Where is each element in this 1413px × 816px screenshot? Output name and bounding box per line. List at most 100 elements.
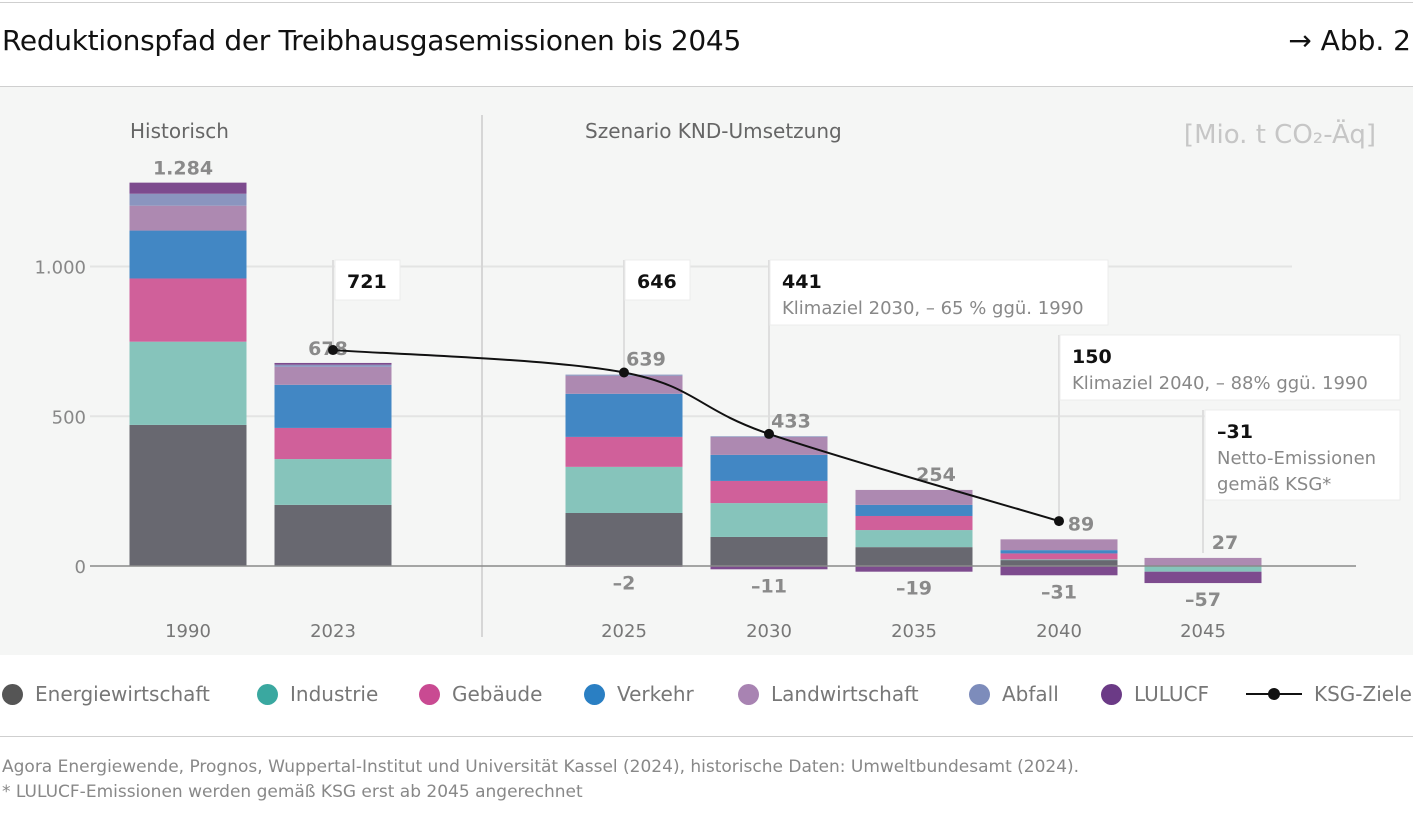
bar-segment-landwirtschaft xyxy=(1000,539,1118,551)
x-tick-label: 2040 xyxy=(1036,621,1082,642)
ksg-line xyxy=(332,349,1060,523)
annotation-text: Netto-Emissionen xyxy=(1217,448,1376,469)
line-marker-icon xyxy=(1246,688,1302,700)
bar-segment-industrie xyxy=(274,459,392,505)
bar-segment-lulucf xyxy=(129,182,247,194)
bar-segment-landwirtschaft xyxy=(1144,557,1262,566)
bar-segment-gebäude xyxy=(855,515,973,531)
bar-negative-label: –11 xyxy=(751,575,787,597)
bar-segment-industrie xyxy=(710,503,828,537)
unit-label: [Mio. t CO₂-Äq] xyxy=(1184,118,1376,150)
x-tick-label: 1990 xyxy=(165,621,211,642)
ksg-point xyxy=(328,345,338,356)
y-tick-label: 1.000 xyxy=(34,258,86,279)
y-tick-label: 0 xyxy=(75,557,86,578)
bar-segment-abfall xyxy=(129,193,247,206)
bar-segment-energiewirtschaft xyxy=(129,424,247,566)
bar-total-label: 433 xyxy=(771,410,811,432)
legend-item-lulucf: LULUCF xyxy=(1101,682,1209,706)
annotation-value: 721 xyxy=(347,271,387,293)
bar-segment-energiewirtschaft xyxy=(710,536,828,566)
ksg-point xyxy=(1054,516,1064,527)
chart-title: Reduktionspfad der Treibhausgasemissione… xyxy=(2,24,741,57)
legend-swatch xyxy=(2,683,23,705)
bar-segment-industrie xyxy=(855,530,973,548)
bar-segment-verkehr xyxy=(1000,550,1118,554)
bar-segment-verkehr xyxy=(855,504,973,516)
bar-segment-lulucf xyxy=(274,362,392,365)
bar-segment-landwirtschaft xyxy=(565,375,683,394)
legend-label: KSG-Ziele xyxy=(1314,682,1412,706)
annotation-box xyxy=(1204,409,1401,501)
bar-segment-gebäude xyxy=(129,278,247,342)
legend-label: Industrie xyxy=(290,682,379,706)
ksg-point xyxy=(764,428,774,439)
legend-swatch xyxy=(738,683,759,705)
bar-negative-label: –57 xyxy=(1185,589,1221,611)
legend-label: Energiewirtschaft xyxy=(35,682,210,706)
footer: Agora Energiewende, Prognos, Wuppertal-I… xyxy=(2,755,1079,805)
legend-item-landwirtschaft: Landwirtschaft xyxy=(738,682,919,706)
legend-swatch xyxy=(584,683,605,705)
bar-segment-industrie xyxy=(1000,559,1118,561)
legend-swatch xyxy=(257,683,278,705)
footer-rule xyxy=(0,736,1413,737)
bar-segment-landwirtschaft xyxy=(710,436,828,455)
x-tick-label: 2030 xyxy=(746,621,792,642)
source-text: Agora Energiewende, Prognos, Wuppertal-I… xyxy=(2,757,1080,777)
bar-negative-label: –19 xyxy=(896,578,932,600)
bar-segment-gebäude xyxy=(274,427,392,460)
legend-item-abfall: Abfall xyxy=(969,682,1059,706)
bar-segment-energiewirtschaft xyxy=(274,504,392,566)
x-tick-label: 2025 xyxy=(601,621,647,642)
bar-segment-lulucf xyxy=(1000,566,1118,576)
ksg-point xyxy=(619,367,629,378)
bar-segment-verkehr xyxy=(710,454,828,481)
legend-swatch xyxy=(419,683,440,705)
bar-segment-landwirtschaft xyxy=(274,366,392,385)
annotation-box xyxy=(334,259,401,301)
annotation-text: Klimaziel 2030, – 65 % ggü. 1990 xyxy=(782,298,1084,319)
bar-segment-verkehr xyxy=(129,230,247,279)
legend-label: LULUCF xyxy=(1134,682,1210,706)
legend-item-energiewirtschaft: Energiewirtschaft xyxy=(2,682,210,706)
legend-label: Verkehr xyxy=(617,682,694,706)
annotation-value: 150 xyxy=(1072,346,1112,368)
legend-label: Gebäude xyxy=(452,682,543,706)
x-tick-label: 2045 xyxy=(1180,621,1226,642)
bar-segment-verkehr xyxy=(274,384,392,428)
annotation-box xyxy=(769,259,1109,326)
bar-total-label: 1.284 xyxy=(153,158,213,180)
bar-total-label: 678 xyxy=(308,338,348,360)
bar-segment-lulucf xyxy=(710,566,828,570)
annotation-text: gemäß KSG* xyxy=(1217,474,1331,495)
annotation-value: –31 xyxy=(1217,421,1253,443)
legend-item-industrie: Industrie xyxy=(257,682,378,706)
bar-segment-energiewirtschaft xyxy=(565,512,683,566)
y-tick-label: 500 xyxy=(52,407,86,428)
bar-segment-landwirtschaft xyxy=(855,489,973,505)
bar-segment-lulucf xyxy=(1144,571,1262,584)
annotation-value: 441 xyxy=(782,271,822,293)
annotation-box xyxy=(624,259,691,301)
bar-segment-industrie xyxy=(129,341,247,425)
section-label-historisch: Historisch xyxy=(130,119,229,143)
bar-total-label: 89 xyxy=(1068,513,1094,535)
top-rule xyxy=(0,2,1413,3)
section-label-szenario: Szenario KND-Umsetzung xyxy=(585,119,842,143)
bar-negative-label: –2 xyxy=(613,573,636,595)
bar-segment-gebäude xyxy=(1000,553,1118,560)
legend-label: Landwirtschaft xyxy=(771,682,919,706)
bar-segment-energiewirtschaft xyxy=(1000,560,1118,566)
bar-segment-verkehr xyxy=(565,393,683,437)
bar-total-label: 254 xyxy=(916,464,956,486)
legend-item-gebaeude: Gebäude xyxy=(419,682,542,706)
bar-segment-energiewirtschaft xyxy=(855,547,973,566)
bar-segment-industrie xyxy=(565,466,683,513)
bar-segment-industrie xyxy=(1144,566,1262,572)
legend-item-verkehr: Verkehr xyxy=(584,682,694,706)
title-rule xyxy=(0,86,1413,87)
bar-negative-label: –31 xyxy=(1041,581,1077,603)
legend-item-ksg-ziele: KSG-Ziele xyxy=(1246,682,1412,706)
